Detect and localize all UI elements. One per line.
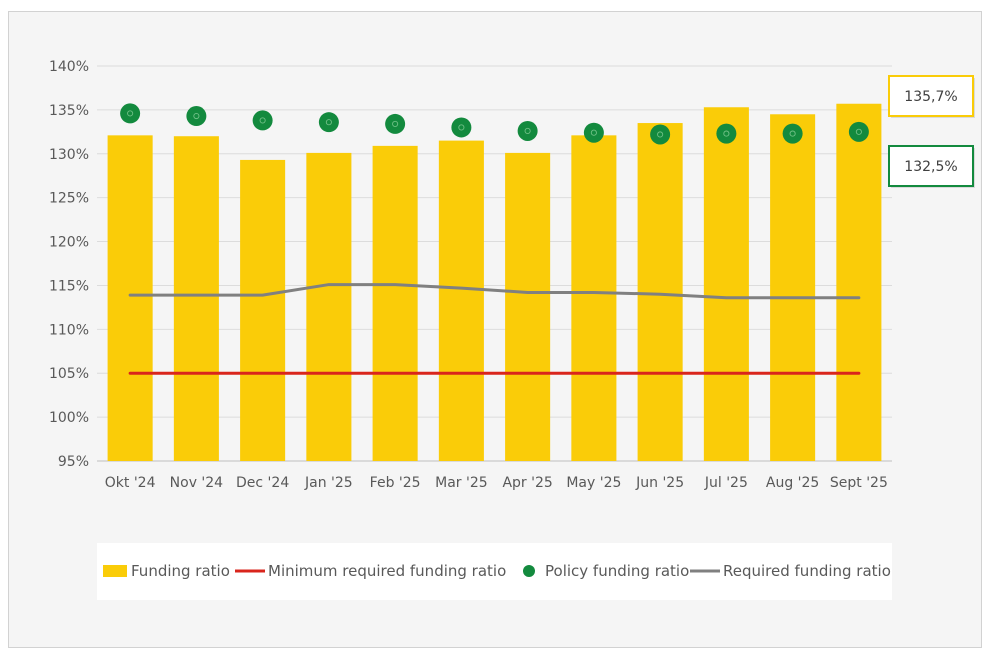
policy-dot-marker (524, 127, 531, 135)
y-tick-label: 95% (58, 454, 89, 470)
policy-dot-marker (325, 119, 332, 126)
callout-box-funding-ratio (888, 75, 974, 117)
bar-jun-25 (637, 123, 683, 462)
y-tick-label: 110% (49, 322, 89, 338)
bar-okt-24 (107, 135, 153, 461)
x-tick-label: Apr '25 (502, 475, 552, 491)
funding-ratio-bars (107, 103, 882, 462)
x-tick-label: Nov '24 (170, 475, 224, 491)
x-tick-label: Jun '25 (635, 475, 684, 491)
x-tick-label: Sept '25 (830, 475, 888, 491)
bar-jul-25 (703, 107, 749, 461)
bar-dec-24 (240, 159, 286, 461)
policy-dot-mar-25 (451, 117, 472, 138)
x-tick-label: Dec '24 (236, 475, 289, 491)
policy-dot-marker (392, 120, 399, 127)
bar-mar-25 (438, 140, 484, 461)
policy-dot-marker (657, 131, 664, 138)
callout-label-funding-ratio: 135,7% (904, 89, 957, 105)
policy-dot-marker (723, 130, 730, 137)
callout-box-policy-funding-ratio (888, 145, 974, 187)
legend-label-required-funding-ratio: Required funding ratio (723, 562, 891, 580)
policy-dot-marker (458, 124, 465, 131)
policy-dot-marker (590, 129, 597, 136)
policy-dot-apr-25 (517, 120, 538, 141)
y-tick-label: 105% (49, 366, 89, 382)
bar-jan-25 (306, 152, 352, 461)
policy-dot-nov-24 (186, 106, 207, 127)
policy-dot-okt-24 (120, 103, 141, 124)
combo-chart: 95%100%105%110%115%120%125%130%135%140% … (49, 59, 975, 600)
callouts: 135,7% 132,5% (888, 75, 975, 188)
x-tick-label: Aug '25 (766, 475, 819, 491)
policy-dot-aug-25 (782, 123, 803, 144)
x-tick-label: Jul '25 (704, 475, 748, 491)
y-tick-label: 115% (49, 278, 89, 294)
y-tick-label: 135% (49, 103, 89, 119)
legend-swatch-funding-ratio (103, 565, 127, 577)
x-tick-label: Mar '25 (435, 475, 488, 491)
y-tick-label: 120% (49, 235, 89, 251)
policy-dot-dec-24 (252, 110, 273, 131)
x-tick-label: May '25 (566, 475, 621, 491)
line-series (128, 283, 861, 375)
policy-dot-sept-25 (848, 121, 869, 142)
bar-may-25 (571, 135, 617, 461)
callout-label-policy-funding-ratio: 132,5% (904, 159, 957, 175)
y-tick-label: 140% (49, 59, 89, 75)
x-tick-label: Feb '25 (370, 475, 421, 491)
policy-funding-ratio-dots (120, 103, 869, 145)
policy-dot-marker (789, 130, 796, 137)
y-tick-label: 100% (49, 410, 89, 426)
y-axis-tick-labels: 95% 100% 105% 110% 115% 120% 125% 130% 135% 140% (49, 59, 89, 470)
x-axis-tick-labels: Okt '24 Nov '24 Dec '24 Jan '25 Feb '25 Mar '… (105, 475, 888, 491)
bar-sept-25 (836, 103, 882, 461)
policy-dot-marker (259, 117, 266, 124)
policy-dot-marker (193, 112, 200, 120)
bar-nov-24 (173, 136, 219, 461)
policy-dot-feb-25 (385, 113, 406, 134)
x-tick-label: Okt '24 (105, 475, 156, 491)
y-tick-label: 125% (49, 191, 89, 207)
policy-dot-jan-25 (318, 112, 339, 133)
legend-label-funding-ratio: Funding ratio (131, 562, 230, 580)
bar-aug-25 (770, 114, 816, 462)
legend-box (97, 543, 892, 600)
required-funding-ratio-line (128, 283, 861, 300)
policy-dot-marker (127, 110, 134, 117)
chart-area: 95% 100% 105% 110% 115% 120% 125% 130% 135% 140% … (8, 11, 982, 648)
bar-feb-25 (372, 145, 418, 461)
policy-dot-jul-25 (716, 123, 737, 144)
policy-dot-may-25 (583, 122, 604, 143)
legend: Funding ratio Minimum required funding ra… (97, 543, 892, 600)
y-tick-label: 130% (49, 147, 89, 163)
x-tick-label: Jan '25 (304, 475, 353, 491)
legend-swatch-policy-funding-ratio (523, 565, 535, 577)
bar-apr-25 (505, 152, 551, 461)
policy-dot-jun-25 (650, 124, 671, 145)
policy-dot-marker (855, 128, 862, 135)
legend-label-policy-funding-ratio: Policy funding ratio (545, 562, 689, 580)
legend-label-minimum-required-funding-ratio: Minimum required funding ratio (268, 562, 506, 580)
